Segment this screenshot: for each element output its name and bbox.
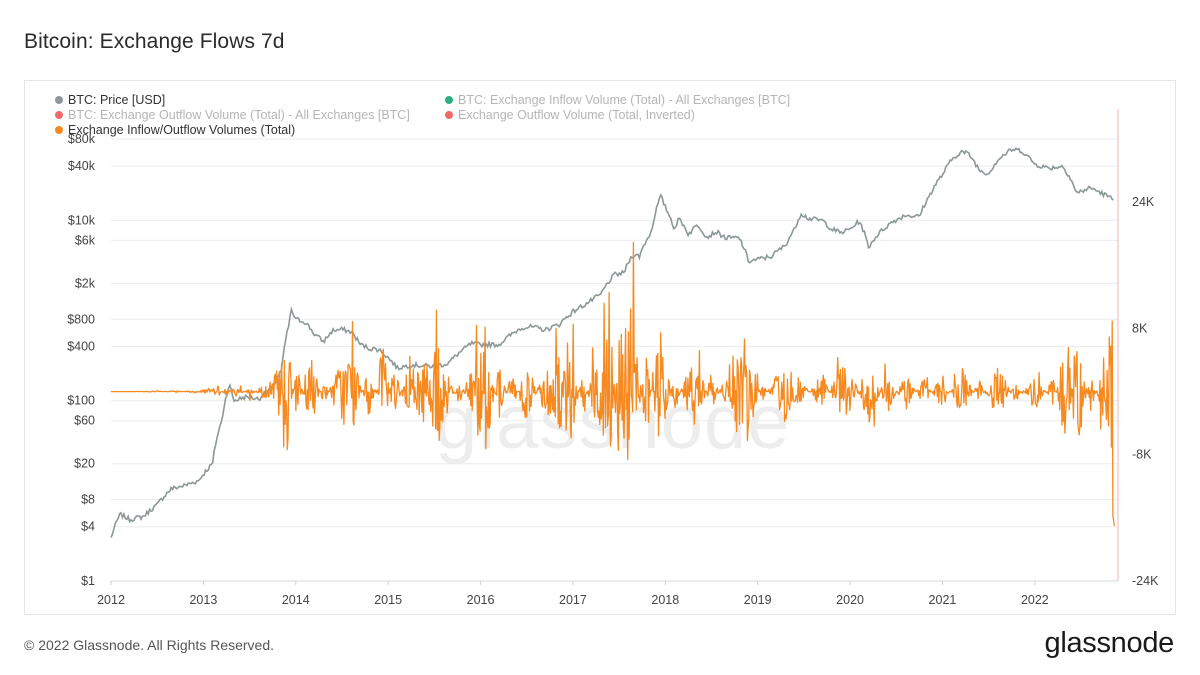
y-left-tick-label: $1 [81,574,95,588]
y-left-tick-label: $80k [68,132,96,146]
legend-right: BTC: Exchange Inflow Volume (Total) - Al… [445,93,790,123]
chart-svg: $80k $40k $10k $6k $2k $800 $400 $100 $60 $20 $8 $4… [67,109,1159,607]
price-series-line [110,147,1114,538]
y-left-tick-label: $6k [75,233,96,247]
legend-label-netflow: Exchange Inflow/Outflow Volumes (Total) [68,123,296,137]
legend-item-inflow[interactable]: BTC: Exchange Inflow Volume (Total) - Al… [445,93,790,108]
x-tick-label: 2014 [282,593,310,607]
footer-copyright: © 2022 Glassnode. All Rights Reserved. [24,637,275,653]
page-title: Bitcoin: Exchange Flows 7d [24,30,285,53]
y-left-tick-label: $8 [81,493,95,507]
x-tick-label: 2018 [651,593,679,607]
x-tick-label: 2015 [374,593,402,607]
x-tick-label: 2016 [467,593,495,607]
x-tick-label: 2013 [189,593,217,607]
legend-dot-price [55,96,63,104]
chart-frame: glassnode $80k $40k $10k $6k $2k $800 $400 $100… [24,80,1176,615]
x-tick-label: 2019 [744,593,772,607]
legend: BTC: Price [USD] BTC: Exchange Outflow V… [55,93,410,138]
legend-dot-outflow [55,111,63,119]
x-tick-label: 2021 [929,593,957,607]
legend-dot-outflow-inverted [445,111,453,119]
y-left-tick-label: $40k [68,159,96,173]
footer-brand-logo[interactable]: glassnode [1044,627,1174,659]
y-left-tick-label: $2k [75,276,96,290]
y-left-tick-label: $800 [67,312,95,326]
legend-label-outflow: BTC: Exchange Outflow Volume (Total) - A… [68,108,410,122]
y-left-tick-label: $20 [74,457,95,471]
y-right-tick-label: 24K [1132,195,1155,209]
y-right-tick-label: -8K [1132,448,1152,462]
legend-label-outflow-inverted: Exchange Outflow Volume (Total, Inverted… [458,108,695,122]
x-tick-label: 2022 [1021,593,1049,607]
legend-item-outflow[interactable]: BTC: Exchange Outflow Volume (Total) - A… [55,108,410,123]
legend-item-price[interactable]: BTC: Price [USD] [55,93,410,108]
x-tick-label: 2012 [97,593,125,607]
y-left-tick-label: $60 [74,414,95,428]
y-left-tick-label: $400 [67,339,95,353]
y-left-tick-label: $100 [67,394,95,408]
y-right-tick-label: 8K [1132,321,1148,335]
legend-label-price: BTC: Price [USD] [68,93,166,107]
legend-dot-netflow [55,126,63,134]
y-left-tick-label: $4 [81,520,95,534]
netflow-series-line [111,241,1115,526]
y-left-tick-label: $10k [68,213,96,227]
x-tick-label: 2017 [559,593,587,607]
legend-item-netflow[interactable]: Exchange Inflow/Outflow Volumes (Total) [55,123,410,138]
legend-label-inflow: BTC: Exchange Inflow Volume (Total) - Al… [458,93,791,107]
legend-dot-inflow [445,96,453,104]
y-right-tick-label: -24K [1132,574,1159,588]
x-tick-label: 2020 [836,593,864,607]
legend-item-outflow-inverted[interactable]: Exchange Outflow Volume (Total, Inverted… [445,108,790,123]
